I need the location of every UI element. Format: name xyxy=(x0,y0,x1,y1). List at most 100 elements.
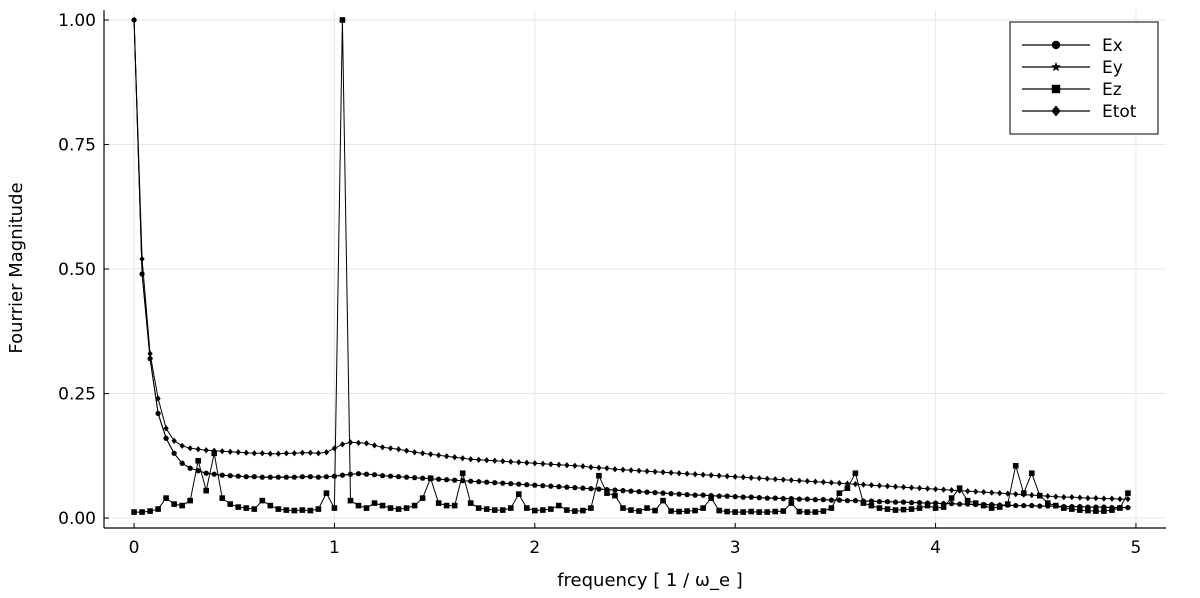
series-ez-point xyxy=(852,470,859,477)
series-etot-point xyxy=(1029,492,1035,499)
series-etot-point xyxy=(331,445,338,452)
series-ez-point xyxy=(235,504,242,510)
axes xyxy=(103,10,1166,529)
series-etot-point xyxy=(580,463,586,470)
series-ez-point xyxy=(267,502,274,509)
series-ez-point xyxy=(475,505,482,511)
series-etot-point xyxy=(283,450,289,457)
series-etot-point xyxy=(660,469,666,476)
x-axis-title: frequency [ 1 / ω_e ] xyxy=(557,570,743,591)
y-tick-label: 0.75 xyxy=(58,135,96,155)
series-etot-point xyxy=(444,453,450,460)
series-ex-line xyxy=(133,19,1128,509)
series-ey-point xyxy=(756,494,763,501)
series-ey-point xyxy=(988,501,995,508)
series-etot-point xyxy=(411,449,418,456)
series-ez-point xyxy=(716,507,722,514)
series-ey-point xyxy=(796,496,803,502)
series-ez-point xyxy=(507,505,514,511)
series-etot-point xyxy=(315,450,322,457)
x-tick-label: 5 xyxy=(1131,538,1142,558)
series-ey-point xyxy=(339,472,346,478)
series-etot-point xyxy=(716,472,722,479)
series-etot-point xyxy=(981,489,987,496)
series-ez-point xyxy=(1069,506,1075,512)
series-ey-point xyxy=(443,476,450,483)
series-etot-point xyxy=(916,485,923,492)
series-ey-point xyxy=(788,495,795,502)
y-tick-label: 1.00 xyxy=(58,11,96,31)
series-etot-line xyxy=(133,19,1128,500)
series-ey-point xyxy=(195,467,202,474)
series-etot-point xyxy=(387,445,394,452)
series-ey-point xyxy=(820,496,827,503)
series-ez-point xyxy=(572,508,578,514)
series-ey-point xyxy=(371,471,378,478)
series-etot-point xyxy=(644,468,650,475)
series-ey-point xyxy=(884,498,891,505)
series-ez-point xyxy=(988,505,995,511)
series-etot-point xyxy=(1125,495,1131,503)
legend-marker xyxy=(1051,62,1061,72)
series-etot-point xyxy=(419,450,426,457)
series-ez-point xyxy=(628,507,634,513)
series-ez-point xyxy=(972,500,979,506)
series-ey-point xyxy=(1125,504,1131,511)
series-ey-point xyxy=(844,497,851,504)
series-ez-point xyxy=(275,506,282,512)
series-ez-point xyxy=(331,505,338,511)
series-ey-point xyxy=(563,484,570,490)
series-ez-point xyxy=(291,507,298,514)
series-etot-point xyxy=(259,450,265,457)
series-etot-point xyxy=(796,477,802,484)
series-ey-point xyxy=(243,473,250,480)
series-ey-point xyxy=(1012,502,1019,509)
series-ez-point xyxy=(483,506,490,512)
series-ey-point xyxy=(836,497,843,503)
series-ey xyxy=(131,16,1131,511)
series-ez-point xyxy=(660,497,666,504)
series-ez-point xyxy=(804,509,811,515)
tick-labels: 0 1 2 3 4 5 0.00 0.25 0.50 0.75 1.00 xyxy=(58,11,1141,558)
series-etot-point xyxy=(572,462,578,469)
series-ey-point xyxy=(804,496,811,502)
series-ey-point xyxy=(1084,504,1091,510)
series-etot-point xyxy=(131,16,137,24)
series-ez-point xyxy=(644,505,650,511)
series-ez-point xyxy=(580,507,586,514)
series-ez-point xyxy=(740,509,747,515)
series-ez-point xyxy=(1117,505,1123,511)
series-ey-point xyxy=(732,493,739,500)
series-ez-point xyxy=(620,505,626,511)
series-etot-point xyxy=(484,457,490,464)
x-tick-label: 2 xyxy=(529,538,540,558)
series-ey-point xyxy=(219,472,226,478)
series-etot-point xyxy=(620,466,626,473)
series-ez-point xyxy=(932,505,939,511)
series-ey-point xyxy=(451,477,458,483)
series-ez-point xyxy=(515,491,522,497)
series-ey-point xyxy=(179,460,186,466)
series-etot-point xyxy=(1093,494,1099,502)
series-etot-point xyxy=(548,461,554,468)
legend-marker xyxy=(1051,105,1061,117)
series-ez-point xyxy=(1093,508,1099,514)
series-ez-point xyxy=(219,495,226,501)
series-etot-point xyxy=(139,255,145,263)
series-ey-point xyxy=(828,497,835,503)
series-ez-point xyxy=(459,470,466,477)
series-etot-point xyxy=(395,446,402,453)
series-ey-point xyxy=(403,474,410,480)
series-ez-point xyxy=(427,475,434,481)
series-ez-point xyxy=(347,497,354,504)
series-ey-point xyxy=(467,478,474,484)
x-tick-label: 0 xyxy=(129,538,140,558)
series-ez-point xyxy=(604,490,610,496)
legend-marker xyxy=(1051,84,1061,94)
series-ez-point xyxy=(884,506,891,512)
series-etot-point xyxy=(452,454,458,461)
series-ez-point xyxy=(828,505,835,511)
series-etot-point xyxy=(1101,495,1107,502)
series-etot-point xyxy=(1053,493,1059,500)
series-ez-point xyxy=(684,508,690,514)
